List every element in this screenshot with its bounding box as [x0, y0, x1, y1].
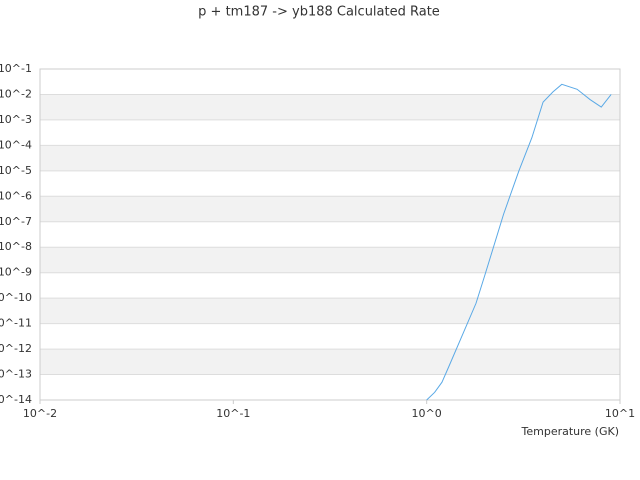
x-tick-label: 10^0 [412, 407, 442, 420]
x-tick-label: 10^-2 [23, 407, 57, 420]
grid-band [40, 247, 620, 273]
y-tick-label: 10^-12 [0, 342, 32, 355]
y-tick-label: 10^-1 [0, 62, 32, 75]
grid-band [40, 94, 620, 120]
y-tick-label: 10^-13 [0, 368, 32, 381]
x-axis-label: Temperature (GK) [521, 425, 620, 438]
y-tick-label: 10^-11 [0, 317, 32, 330]
grid-band [40, 196, 620, 222]
grid-band [40, 145, 620, 171]
y-tick-label: 10^-7 [0, 215, 32, 228]
y-tick-label: 10^-9 [0, 266, 32, 279]
data-line [426, 83, 612, 401]
y-tick-label: 10^-4 [0, 138, 32, 151]
y-tick-label: 10^-8 [0, 240, 32, 253]
x-tick-label: 10^-1 [216, 407, 250, 420]
y-tick-label: 10^-2 [0, 87, 32, 100]
grid-band [40, 349, 620, 375]
y-tick-label: 10^-5 [0, 164, 32, 177]
chart-title: p + tm187 -> yb188 Calculated Rate [198, 5, 440, 20]
y-tick-label: 10^-6 [0, 189, 32, 202]
plot-border [39, 68, 621, 401]
grid-band [40, 298, 620, 324]
y-tick-label: 10^-3 [0, 113, 32, 126]
x-tick-label: 10^1 [605, 407, 635, 420]
y-tick-label: 10^-14 [0, 393, 32, 406]
y-tick-label: 10^-10 [0, 291, 32, 304]
